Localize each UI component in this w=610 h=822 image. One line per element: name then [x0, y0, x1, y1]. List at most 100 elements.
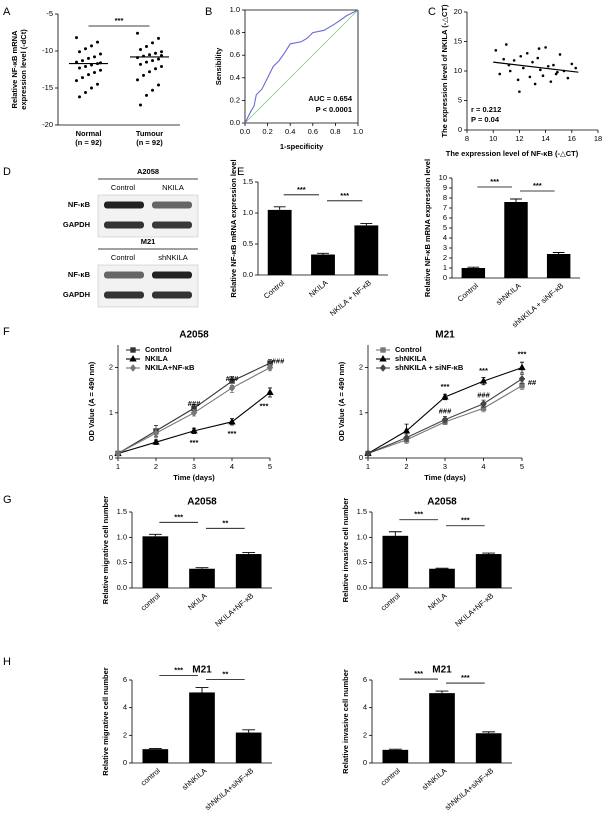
y-tick-label: 0.8 [230, 28, 240, 37]
y-tick-label: 2 [123, 730, 127, 739]
dot [160, 65, 163, 69]
y-tick-label: 0.6 [230, 50, 240, 59]
significance-label: *** [174, 666, 183, 675]
row-label: GAPDH [63, 220, 90, 229]
dot [157, 36, 160, 40]
annotation: P = 0.04 [471, 115, 500, 124]
y-tick-label: 2 [109, 363, 113, 372]
scatter-point [518, 90, 521, 93]
dot [96, 82, 99, 86]
y-axis-label: Relative invasive cell number [341, 498, 350, 603]
point-marker [479, 377, 488, 384]
error-bar [552, 252, 565, 254]
dot [136, 31, 139, 35]
y-tick-label: 3 [443, 243, 447, 252]
y-tick-label: -10 [42, 46, 53, 55]
y-tick-label: -5 [46, 9, 53, 18]
y-tick-label: 0.0 [357, 583, 367, 592]
band [104, 271, 144, 279]
band [104, 201, 144, 209]
error-bar [242, 729, 256, 733]
scatter-point [537, 47, 541, 50]
y-tick-label: 0 [123, 758, 127, 767]
dot [151, 41, 154, 45]
panel-letter: F [3, 326, 10, 338]
band [152, 291, 192, 299]
x-tick-label: Normal [76, 129, 102, 138]
point-marker [364, 449, 372, 458]
x-tick-label: 4 [481, 462, 485, 471]
y-tick-label: 15 [454, 36, 462, 45]
band [152, 201, 192, 209]
point-marker [402, 426, 411, 434]
error-bar [510, 198, 522, 202]
dot [157, 57, 160, 61]
scatter-point [494, 49, 498, 52]
significance-label: ** [222, 670, 228, 679]
y-tick-label: 0 [458, 125, 462, 134]
y-tick-label: 2 [359, 363, 363, 372]
point-marker [152, 429, 160, 437]
dot [81, 76, 84, 80]
point-marker [441, 392, 449, 400]
scatter-point [541, 74, 545, 78]
dot [145, 60, 148, 64]
significance-label: *** [461, 516, 470, 525]
panel-letter: C [428, 6, 436, 18]
significance-label: ### [439, 407, 452, 416]
x-tick-label: 16 [568, 134, 576, 143]
dot [84, 90, 87, 94]
significance-label: *** [260, 401, 269, 410]
point-marker [152, 438, 160, 445]
band [104, 291, 144, 299]
y-tick-label: 6 [443, 213, 447, 222]
scatter-point [558, 53, 562, 56]
bar [504, 202, 528, 278]
significance-label: *** [115, 16, 124, 25]
x-tick-label: 1 [366, 462, 370, 471]
significance-label: *** [174, 512, 183, 521]
scatter-point [502, 57, 505, 61]
y-tick-label: 0.5 [117, 558, 127, 567]
scatter-point [531, 60, 534, 64]
y-axis-label: The expression level of NKILA (-△CT) [440, 4, 449, 138]
point-marker [114, 449, 122, 458]
x-tick-label: Tumour [136, 129, 163, 138]
dot [93, 55, 96, 59]
point-marker [190, 409, 198, 417]
panel-letter: G [3, 494, 12, 506]
significance-label: *** [479, 366, 488, 375]
significance-label: *** [461, 673, 470, 682]
y-axis-label: Relative migrative cell number [101, 667, 110, 775]
error-bar [317, 252, 329, 255]
error-bar [273, 206, 286, 210]
y-axis-label: Relative NF-κB mRNA expression level [423, 159, 432, 297]
dot [139, 48, 142, 52]
x-axis-label: The expression level of NF-κB (-△CT) [446, 149, 579, 158]
blot-image [97, 194, 199, 238]
scatter-point [546, 64, 550, 68]
bar [382, 535, 409, 588]
dot [136, 78, 139, 82]
dot [142, 73, 145, 77]
lane-label: Control [111, 183, 136, 192]
significance-label: ### [188, 399, 201, 408]
panel-letter: H [3, 656, 11, 668]
y-tick-label: 0.0 [230, 118, 240, 127]
scatter-point [528, 75, 532, 79]
point-marker [480, 399, 487, 408]
y-tick-label: 20 [454, 7, 462, 16]
legend-marker [379, 364, 387, 372]
dot [145, 45, 148, 49]
dot [75, 36, 78, 40]
y-tick-label: 2 [363, 730, 367, 739]
row-label: NF-κB [68, 270, 91, 279]
legend-marker [129, 354, 137, 362]
series-line [244, 9, 359, 124]
scatter-point [574, 66, 578, 70]
x-axis-label: 1-specificity [280, 142, 324, 151]
x-tick-label: 4 [230, 462, 234, 471]
y-tick-label: 0 [109, 453, 113, 462]
y-tick-label: 1.5 [243, 177, 253, 186]
band [104, 221, 144, 229]
